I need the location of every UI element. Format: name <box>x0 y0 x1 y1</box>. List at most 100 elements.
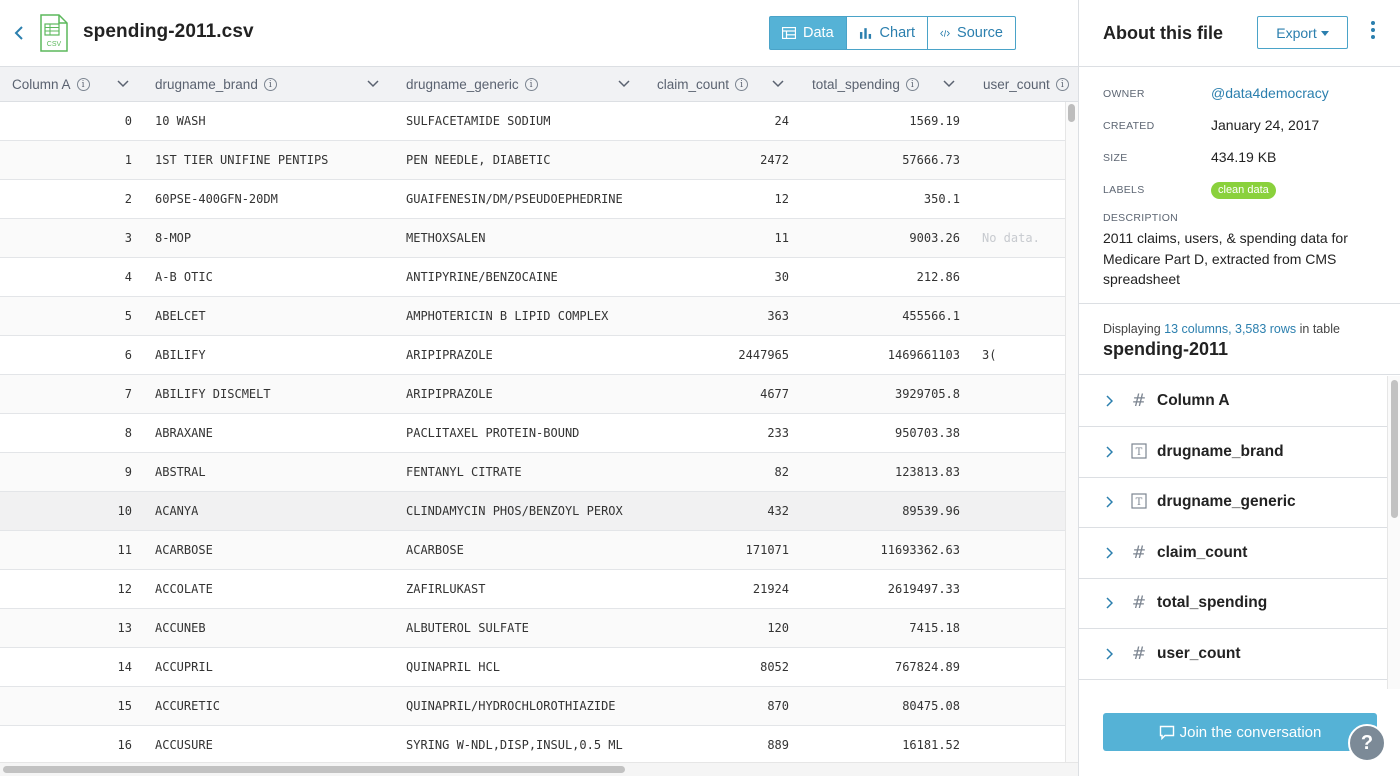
owner-link[interactable]: @data4democracy <box>1211 85 1329 101</box>
column-header-drugname-brand[interactable]: drugname_brand i <box>155 67 277 102</box>
total-spending-cell[interactable]: 7415.18 <box>909 621 960 635</box>
table-row[interactable]: 15 ACCURETIC QUINAPRIL/HYDROCHLOROTHIAZIDE… <box>0 687 1065 726</box>
drugname-brand-cell[interactable]: ABILIFY DISCMELT <box>155 387 271 401</box>
row-index-cell[interactable]: 9 <box>124 465 132 479</box>
row-index-cell[interactable]: 15 <box>117 699 132 713</box>
scrollbar-thumb[interactable] <box>1391 380 1398 518</box>
row-index-cell[interactable]: 10 <box>117 504 132 518</box>
chevron-right-icon[interactable] <box>1105 395 1113 407</box>
row-index-cell[interactable]: 6 <box>124 348 132 362</box>
column-header-drugname-generic[interactable]: drugname_generic i <box>406 67 538 102</box>
row-index-cell[interactable]: 12 <box>117 582 132 596</box>
info-icon[interactable]: i <box>524 78 538 91</box>
claim-count-cell[interactable]: 8052 <box>760 660 789 674</box>
table-row[interactable]: 8 ABRAXANE PACLITAXEL PROTEIN-BOUND 233 9507… <box>0 414 1065 453</box>
row-index-cell[interactable]: 4 <box>124 270 132 284</box>
drugname-generic-cell[interactable]: SYRING W-NDL,DISP,INSUL,0.5 ML <box>406 738 623 752</box>
row-index-cell[interactable]: 3 <box>124 231 132 245</box>
total-spending-cell[interactable]: 89539.96 <box>902 504 960 518</box>
drugname-generic-cell[interactable]: ZAFIRLUKAST <box>406 582 486 596</box>
chevron-down-icon[interactable] <box>618 79 630 89</box>
total-spending-cell[interactable]: 212.86 <box>916 270 960 284</box>
drugname-brand-cell[interactable]: ABRAXANE <box>155 426 213 440</box>
drugname-generic-cell[interactable]: METHOXSALEN <box>406 231 486 245</box>
chevron-down-icon[interactable] <box>772 79 784 89</box>
user-count-cell[interactable] <box>982 297 1065 335</box>
table-row[interactable]: 14 ACCUPRIL QUINAPRIL HCL 8052 767824.89 <box>0 648 1065 687</box>
drugname-generic-cell[interactable]: PACLITAXEL PROTEIN-BOUND <box>406 426 580 440</box>
user-count-cell[interactable]: No data. <box>982 231 1040 245</box>
total-spending-cell[interactable]: 950703.38 <box>894 426 960 440</box>
claim-count-cell[interactable]: 11 <box>774 231 789 245</box>
tab-chart[interactable]: Chart <box>847 16 928 50</box>
user-count-cell[interactable] <box>982 531 1065 569</box>
total-spending-cell[interactable]: 57666.73 <box>902 153 960 167</box>
total-spending-cell[interactable]: 2619497.33 <box>887 582 960 596</box>
total-spending-cell[interactable]: 80475.08 <box>902 699 960 713</box>
claim-count-cell[interactable]: 21924 <box>752 582 789 596</box>
label-badge[interactable]: clean data <box>1211 182 1276 199</box>
column-list-item[interactable]: # total_spending <box>1079 578 1387 630</box>
user-count-cell[interactable] <box>982 492 1065 530</box>
drugname-brand-cell[interactable]: 8-MOP <box>155 231 192 245</box>
tab-data[interactable]: Data <box>769 16 847 50</box>
drugname-generic-cell[interactable]: ACARBOSE <box>406 543 464 557</box>
user-count-cell[interactable] <box>982 141 1065 179</box>
claim-count-cell[interactable]: 2447965 <box>738 348 789 362</box>
claim-count-cell[interactable]: 171071 <box>745 543 789 557</box>
total-spending-cell[interactable]: 1569.19 <box>909 114 960 128</box>
table-row[interactable]: 9 ABSTRAL FENTANYL CITRATE 82 123813.83 <box>0 453 1065 492</box>
info-icon[interactable]: i <box>76 78 90 91</box>
drugname-brand-cell[interactable]: 10 WASH <box>155 114 206 128</box>
table-row[interactable]: 11 ACARBOSE ACARBOSE 171071 11693362.63 <box>0 531 1065 570</box>
table-row[interactable]: 16 ACCUSURE SYRING W-NDL,DISP,INSUL,0.5 ML… <box>0 726 1065 762</box>
total-spending-cell[interactable]: 16181.52 <box>902 738 960 752</box>
info-icon[interactable]: i <box>735 78 749 91</box>
total-spending-cell[interactable]: 350.1 <box>923 192 960 206</box>
chevron-right-icon[interactable] <box>1105 496 1113 508</box>
table-row[interactable]: 12 ACCOLATE ZAFIRLUKAST 21924 2619497.33 <box>0 570 1065 609</box>
drugname-brand-cell[interactable]: A-B OTIC <box>155 270 213 284</box>
user-count-cell[interactable] <box>982 375 1065 413</box>
drugname-generic-cell[interactable]: ARIPIPRAZOLE <box>406 348 493 362</box>
row-index-cell[interactable]: 0 <box>124 114 132 128</box>
join-conversation-button[interactable]: Join the conversation <box>1103 713 1377 751</box>
column-list-item[interactable]: # claim_count <box>1079 528 1387 579</box>
scrollbar-thumb[interactable] <box>1068 104 1075 122</box>
claim-count-cell[interactable]: 870 <box>767 699 789 713</box>
drugname-brand-cell[interactable]: ACCOLATE <box>155 582 213 596</box>
chevron-down-icon[interactable] <box>367 79 379 89</box>
drugname-generic-cell[interactable]: ANTIPYRINE/BENZOCAINE <box>406 270 558 284</box>
claim-count-cell[interactable]: 82 <box>774 465 789 479</box>
drugname-brand-cell[interactable]: ACANYA <box>155 504 199 518</box>
drugname-brand-cell[interactable]: ACCUPRIL <box>155 660 213 674</box>
table-row[interactable]: 6 ABILIFY ARIPIPRAZOLE 2447965 1469661103 3( <box>0 336 1065 375</box>
total-spending-cell[interactable]: 9003.26 <box>909 231 960 245</box>
table-row[interactable]: 4 A-B OTIC ANTIPYRINE/BENZOCAINE 30 212.86 <box>0 258 1065 297</box>
table-row[interactable]: 7 ABILIFY DISCMELT ARIPIPRAZOLE 4677 3929705… <box>0 375 1065 414</box>
drugname-brand-cell[interactable]: ACARBOSE <box>155 543 213 557</box>
table-row[interactable]: 13 ACCUNEB ALBUTEROL SULFATE 120 7415.18 <box>0 609 1065 648</box>
drugname-generic-cell[interactable]: FENTANYL CITRATE <box>406 465 522 479</box>
claim-count-cell[interactable]: 233 <box>767 426 789 440</box>
user-count-cell[interactable] <box>982 180 1065 218</box>
help-button[interactable]: ? <box>1348 724 1386 762</box>
table-vertical-scrollbar[interactable] <box>1065 102 1078 762</box>
drugname-brand-cell[interactable]: ABELCET <box>155 309 206 323</box>
chevron-right-icon[interactable] <box>1105 446 1113 458</box>
chevron-down-icon[interactable] <box>117 79 129 89</box>
drugname-generic-cell[interactable]: AMPHOTERICIN B LIPID COMPLEX <box>406 309 609 323</box>
row-index-cell[interactable]: 13 <box>117 621 132 635</box>
table-row[interactable]: 1 1ST TIER UNIFINE PENTIPS PEN NEEDLE, DIA… <box>0 141 1065 180</box>
column-header-total-spending[interactable]: total_spending i <box>812 67 919 102</box>
row-index-cell[interactable]: 11 <box>117 543 132 557</box>
chevron-right-icon[interactable] <box>1105 597 1113 609</box>
total-spending-cell[interactable]: 11693362.63 <box>880 543 960 557</box>
drugname-brand-cell[interactable]: ABSTRAL <box>155 465 206 479</box>
scrollbar-thumb[interactable] <box>3 766 625 773</box>
row-index-cell[interactable]: 2 <box>124 192 132 206</box>
drugname-generic-cell[interactable]: CLINDAMYCIN PHOS/BENZOYL PEROX <box>406 504 623 518</box>
drugname-generic-cell[interactable]: ALBUTEROL SULFATE <box>406 621 529 635</box>
